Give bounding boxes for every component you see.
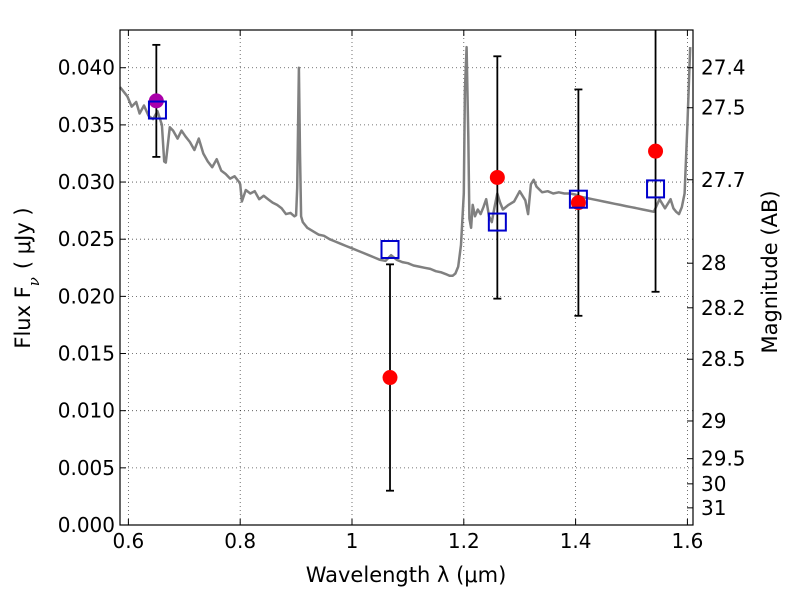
y-axis-ticks: 0.000 0.005 0.010 0.015 0.020 0.025 0.030 0.035…: [58, 56, 126, 537]
plot-frame: [119, 29, 694, 526]
right-tick-label: 27.7: [701, 168, 746, 192]
y-tick-label: 0.005: [58, 456, 115, 480]
x-tick-label: 0.6: [112, 529, 144, 553]
right-tick-label: 27.4: [701, 56, 746, 80]
grid-lines: [120, 30, 693, 526]
y-tick-label: 0.015: [58, 342, 115, 366]
y-tick-label: 0.030: [58, 170, 115, 194]
model-square-point: [487, 212, 507, 232]
model-spectrum-line: [119, 45, 692, 278]
observed-point: [570, 195, 586, 211]
x-tick-label: 1.6: [672, 529, 704, 553]
observed-point: [648, 143, 664, 159]
y-axis-title: Flux Fν ( μJy ): [11, 207, 43, 348]
model-square-point: [646, 179, 666, 199]
x-tick-label: 1.4: [560, 529, 592, 553]
right-tick-label: 28: [701, 251, 726, 275]
right-tick-label: 29: [701, 409, 726, 433]
y-tick-label: 0.020: [58, 284, 115, 308]
right-axis-title: Magnitude (AB): [758, 190, 782, 353]
x-axis-ticks: 0.6 0.8 1 1.2 1.4 1.6: [112, 30, 703, 553]
model-photometry-points: [147, 100, 666, 259]
observed-point: [382, 370, 398, 386]
x-tick-label: 1: [346, 529, 359, 553]
y-axis-title-unit: ( μJy ): [11, 207, 35, 269]
x-axis-title: Wavelength λ (μm): [306, 563, 507, 587]
y-axis-title-subscript: ν: [25, 277, 43, 286]
y-tick-label: 0.010: [58, 399, 115, 423]
model-square-point: [380, 239, 400, 259]
observed-points: [148, 30, 664, 492]
right-tick-label: 30: [701, 472, 726, 496]
right-tick-label: 28.2: [701, 296, 746, 320]
model-square-point: [147, 100, 167, 120]
right-tick-label: 27.5: [701, 96, 746, 120]
observed-point: [489, 169, 505, 185]
x-tick-label: 1.2: [448, 529, 480, 553]
x-tick-label: 0.8: [224, 529, 256, 553]
y-axis-title-main: Flux F: [11, 286, 35, 348]
y-tick-label: 0.025: [58, 227, 115, 251]
model-square-point: [568, 189, 588, 209]
y-tick-label: 0.000: [58, 513, 115, 537]
right-tick-label: 28.5: [701, 347, 746, 371]
y-tick-label: 0.040: [58, 56, 115, 80]
right-tick-label: 31: [701, 496, 726, 520]
right-tick-label: 29.5: [701, 447, 746, 471]
model-spectrum: [119, 45, 692, 278]
y-tick-label: 0.035: [58, 113, 115, 137]
